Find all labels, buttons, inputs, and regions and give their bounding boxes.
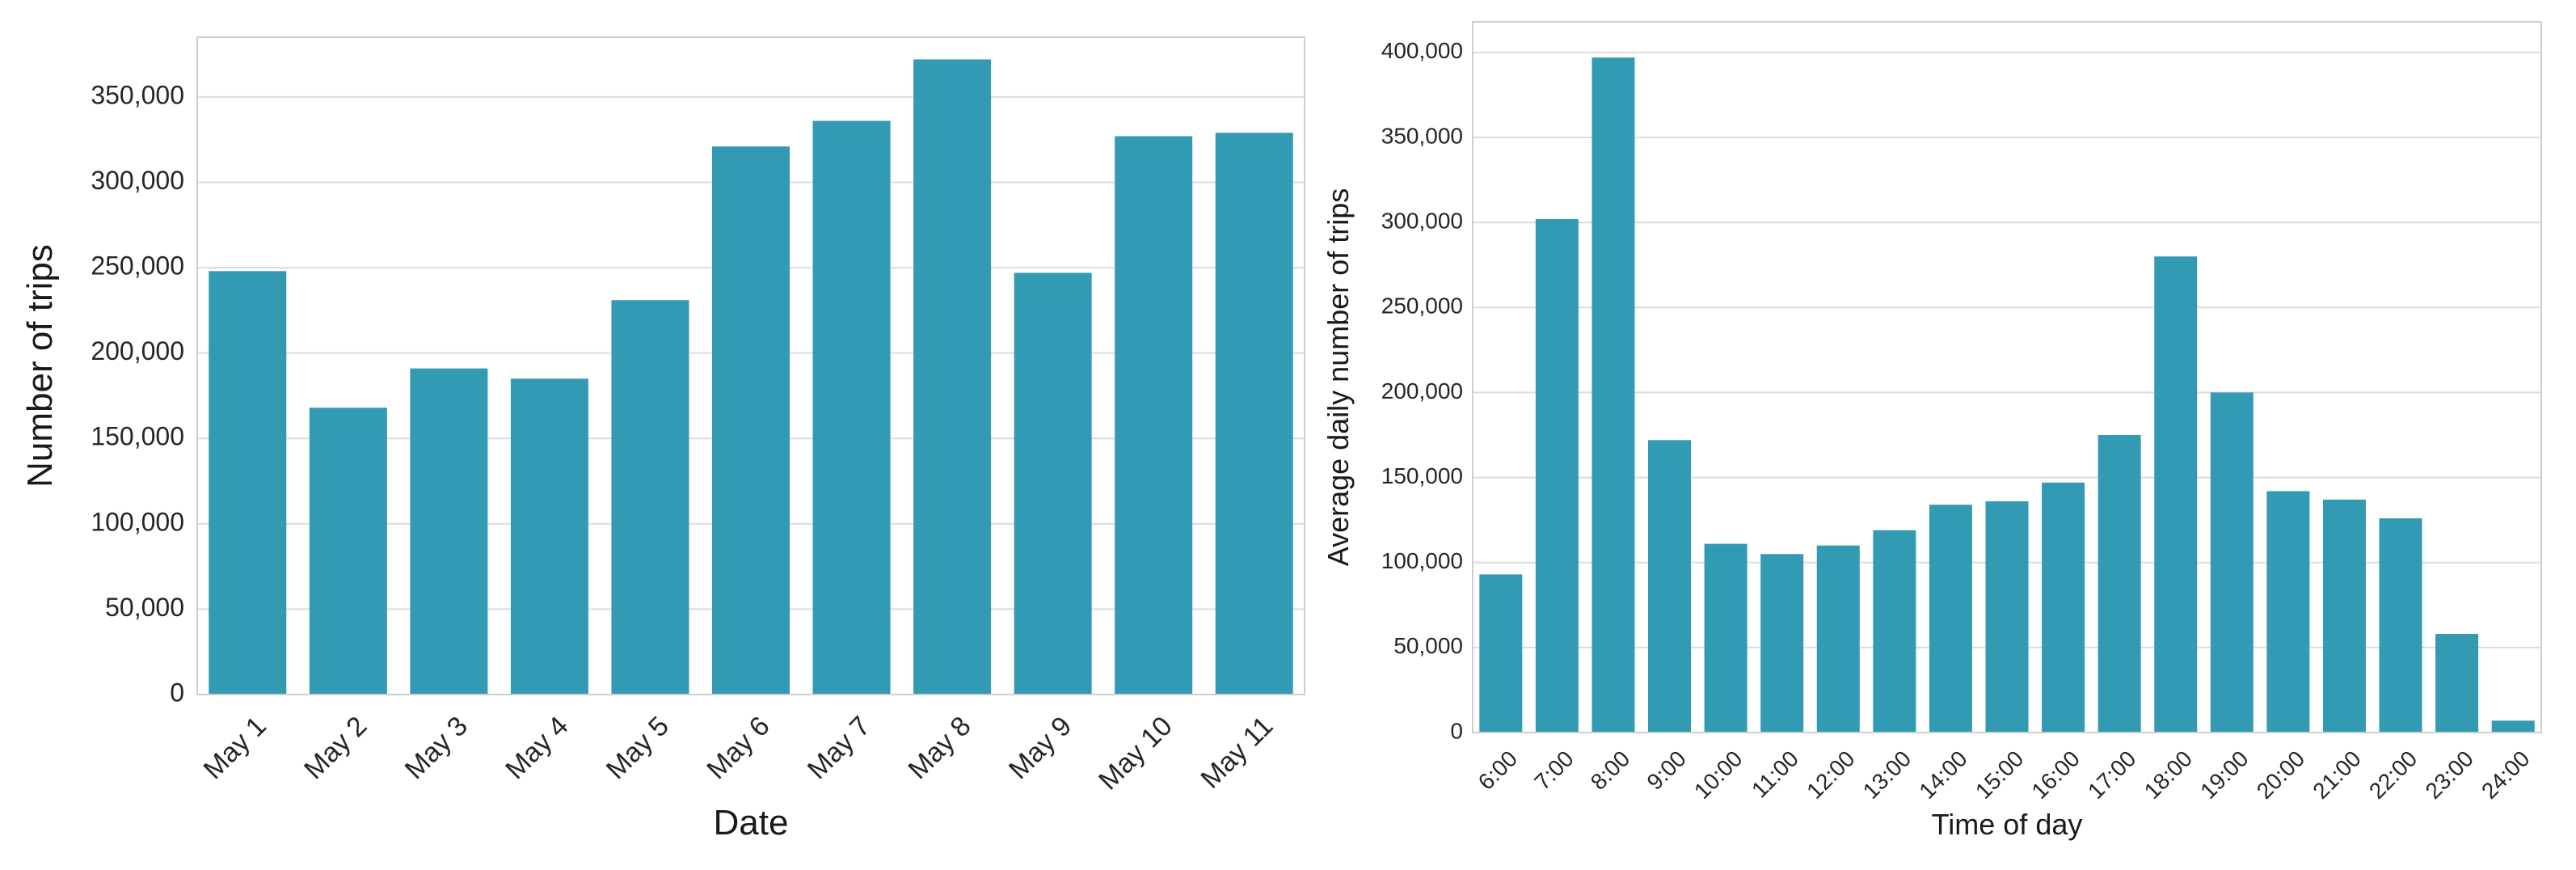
y-tick-labels: 0 50,000 100,000 150,000 200,000 250,000 300,0… bbox=[1381, 38, 1463, 743]
bar bbox=[2210, 392, 2253, 733]
y-tick-label: 250,000 bbox=[1381, 294, 1463, 319]
x-tick-label: 11:00 bbox=[1747, 745, 1803, 802]
x-axis-title: Time of day bbox=[1932, 808, 2083, 841]
x-tick-label: May 7 bbox=[802, 711, 876, 785]
bar bbox=[2266, 491, 2310, 733]
y-tick-label: 300,000 bbox=[91, 166, 184, 195]
bar bbox=[913, 59, 992, 695]
bar bbox=[1535, 218, 1579, 733]
y-tick-label: 0 bbox=[1450, 718, 1463, 743]
bar bbox=[1592, 57, 1635, 733]
y-tick-label: 100,000 bbox=[91, 507, 184, 536]
bar bbox=[309, 408, 387, 695]
x-tick-label: 24:00 bbox=[2477, 745, 2534, 803]
y-tick-labels: 0 50,000 100,000 150,000 200,000 250,000 300,0… bbox=[91, 80, 184, 707]
x-tick-label: 21:00 bbox=[2308, 745, 2365, 803]
x-tick-label: 10:00 bbox=[1689, 745, 1747, 803]
bar bbox=[2435, 634, 2479, 733]
plot-frame bbox=[1472, 21, 2542, 733]
y-tick-label: 350,000 bbox=[1381, 123, 1463, 148]
bar bbox=[1816, 545, 1860, 733]
x-tick-label: May 3 bbox=[399, 711, 474, 785]
y-tick-label: 300,000 bbox=[1381, 209, 1463, 234]
x-tick-label: 22:00 bbox=[2364, 745, 2422, 803]
x-tick-label: May 11 bbox=[1195, 711, 1279, 795]
trips-by-date-chart: 0 50,000 100,000 150,000 200,000 250,000 300,0… bbox=[20, 36, 1305, 843]
bar bbox=[1704, 543, 1748, 733]
bar bbox=[2491, 720, 2535, 733]
x-tick-label: May 9 bbox=[1003, 711, 1077, 785]
x-tick-label: May 4 bbox=[500, 711, 574, 785]
x-tick-label: May 1 bbox=[198, 711, 272, 785]
y-tick-label: 150,000 bbox=[91, 422, 184, 451]
x-tick-label: 18:00 bbox=[2140, 745, 2197, 803]
x-tick-label: 6:00 bbox=[1474, 745, 1522, 794]
bar bbox=[1873, 530, 1916, 733]
bar bbox=[2097, 434, 2141, 733]
bar bbox=[2322, 499, 2366, 733]
bar bbox=[2042, 482, 2085, 733]
x-tick-label: 14:00 bbox=[1914, 745, 1971, 803]
bar bbox=[410, 368, 488, 695]
bar bbox=[1985, 501, 2029, 733]
bar bbox=[2154, 256, 2198, 733]
plot-frame bbox=[196, 36, 1305, 695]
y-tick-label: 250,000 bbox=[91, 251, 184, 281]
bar bbox=[611, 300, 689, 695]
x-tick-label: May 6 bbox=[701, 711, 775, 785]
y-tick-label: 50,000 bbox=[1393, 633, 1463, 658]
x-tick-label: 12:00 bbox=[1802, 745, 1859, 803]
x-tick-label: 17:00 bbox=[2083, 745, 2140, 803]
bar bbox=[1929, 505, 1972, 733]
x-tick-label: 23:00 bbox=[2421, 745, 2478, 803]
bar bbox=[1760, 554, 1804, 733]
y-axis-title: Average daily number of trips bbox=[1322, 188, 1355, 567]
bar bbox=[2379, 518, 2422, 733]
bar bbox=[712, 146, 790, 695]
bar bbox=[1479, 574, 1523, 733]
y-tick-label: 350,000 bbox=[91, 80, 184, 109]
x-tick-label: May 5 bbox=[601, 711, 675, 785]
x-tick-label: May 10 bbox=[1093, 711, 1178, 796]
x-tick-label: 15:00 bbox=[1971, 745, 2028, 803]
x-tick-label: 13:00 bbox=[1858, 745, 1916, 803]
bar bbox=[510, 378, 588, 695]
y-tick-label: 400,000 bbox=[1381, 38, 1463, 63]
x-tick-label: May 8 bbox=[902, 711, 976, 785]
y-tick-label: 150,000 bbox=[1381, 463, 1463, 488]
x-tick-label: 7:00 bbox=[1529, 745, 1578, 794]
bars bbox=[1479, 57, 2535, 733]
bar bbox=[1648, 440, 1692, 733]
y-tick-label: 100,000 bbox=[1381, 548, 1463, 573]
y-tick-label: 50,000 bbox=[105, 593, 184, 622]
x-tick-label: 16:00 bbox=[2026, 745, 2084, 803]
y-tick-label: 0 bbox=[170, 678, 184, 707]
x-tick-label: 8:00 bbox=[1586, 745, 1634, 794]
bars bbox=[209, 59, 1293, 695]
x-tick-label: 19:00 bbox=[2195, 745, 2253, 803]
x-tick-labels: May 1 May 2 May 3 May 4 May 5 May 6 May 7 May 8… bbox=[198, 711, 1280, 796]
bar bbox=[209, 271, 287, 695]
x-tick-label: May 2 bbox=[298, 711, 373, 785]
bar bbox=[812, 120, 891, 695]
bar bbox=[1115, 136, 1193, 695]
y-axis-title: Number of trips bbox=[20, 244, 60, 488]
bar bbox=[1215, 133, 1293, 695]
x-tick-label: 20:00 bbox=[2252, 745, 2309, 803]
y-tick-label: 200,000 bbox=[1381, 378, 1463, 403]
x-axis-title: Date bbox=[714, 803, 789, 843]
trips-by-time-chart: 0 50,000 100,000 150,000 200,000 250,000 300,0… bbox=[1322, 21, 2542, 841]
bar bbox=[1014, 272, 1092, 695]
x-tick-label: 9:00 bbox=[1642, 745, 1690, 794]
y-tick-label: 200,000 bbox=[91, 336, 184, 365]
